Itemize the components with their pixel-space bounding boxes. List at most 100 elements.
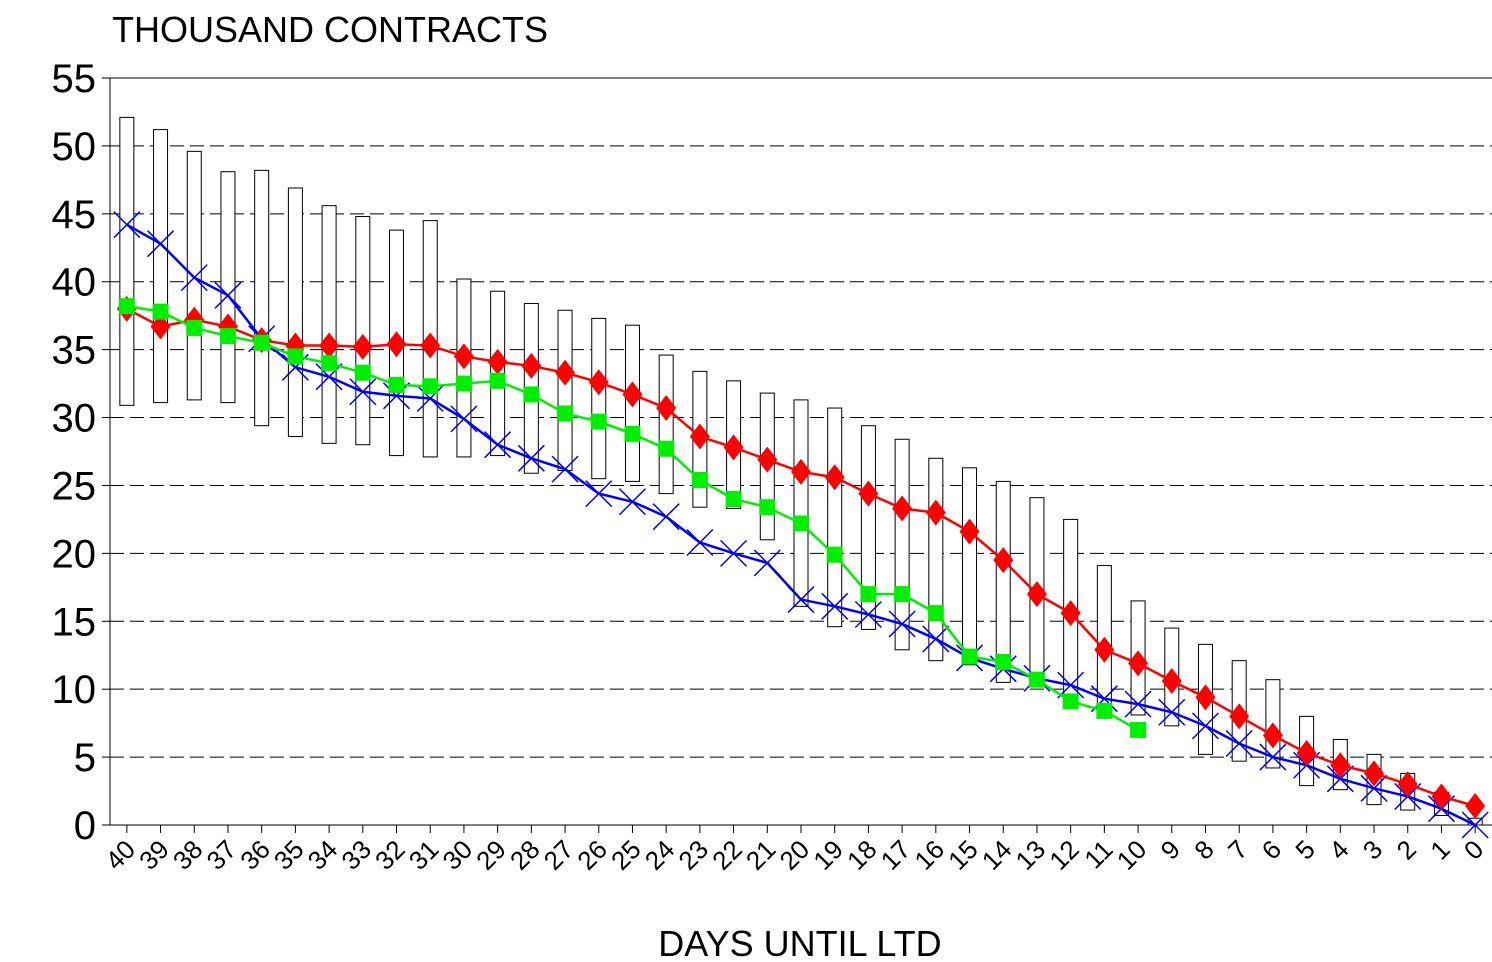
marker — [793, 515, 809, 532]
marker — [588, 369, 609, 396]
marker — [618, 488, 646, 516]
marker — [555, 359, 576, 386]
range-box — [355, 216, 371, 446]
range-box — [119, 116, 135, 406]
marker — [354, 364, 371, 381]
marker — [150, 313, 171, 340]
marker — [1130, 721, 1147, 738]
marker — [489, 372, 506, 389]
y-tick-label: 20 — [52, 532, 97, 576]
marker — [1262, 722, 1283, 749]
y-tick-label: 5 — [74, 736, 96, 780]
marker — [186, 319, 203, 336]
marker — [757, 446, 778, 473]
marker — [686, 528, 714, 557]
marker — [1094, 636, 1115, 663]
marker — [725, 491, 742, 508]
x-axis-label: DAYS UNTIL LTD — [658, 923, 941, 962]
y-tick-label: 35 — [52, 329, 97, 373]
marker — [927, 605, 944, 622]
range-box — [220, 171, 236, 404]
marker — [961, 648, 978, 665]
marker — [551, 455, 579, 483]
range-box — [321, 205, 337, 444]
marker — [455, 375, 472, 392]
marker — [1326, 765, 1354, 793]
marker — [113, 211, 141, 239]
marker — [826, 546, 843, 563]
marker — [995, 654, 1012, 671]
marker — [319, 332, 340, 359]
marker — [487, 348, 508, 375]
range-box — [186, 150, 202, 401]
marker — [723, 434, 744, 461]
marker — [894, 586, 911, 603]
marker — [450, 405, 478, 433]
marker — [1161, 668, 1182, 695]
marker — [422, 378, 439, 395]
marker — [1364, 760, 1385, 787]
range-box — [860, 425, 876, 630]
marker — [1229, 703, 1250, 730]
y-tick-label: 30 — [52, 397, 97, 441]
marker — [1461, 811, 1489, 839]
marker — [147, 230, 175, 258]
x-tick-label: 1 — [1424, 834, 1455, 865]
marker — [1057, 671, 1085, 699]
marker — [1124, 690, 1152, 718]
marker — [1259, 743, 1287, 771]
marker — [1028, 671, 1045, 688]
marker — [1060, 600, 1081, 627]
x-tick-label: 6 — [1256, 834, 1287, 865]
range-box — [591, 317, 607, 480]
marker — [720, 539, 748, 567]
y-tick-label: 50 — [52, 125, 97, 169]
y-tick-label: 10 — [52, 668, 97, 712]
marker — [656, 395, 677, 422]
marker — [860, 586, 877, 603]
marker — [1195, 684, 1216, 711]
range-box — [827, 407, 843, 628]
marker — [658, 440, 675, 457]
marker — [622, 381, 643, 408]
y-tick-label: 45 — [52, 193, 97, 237]
marker — [652, 503, 680, 531]
range-box — [793, 399, 809, 607]
marker — [759, 499, 776, 516]
y-tick-label: 25 — [52, 464, 97, 508]
marker — [824, 464, 845, 491]
marker — [118, 298, 135, 315]
chart-title: THOUSAND CONTRACTS — [112, 9, 548, 50]
y-tick-label: 55 — [52, 57, 97, 101]
marker — [1465, 792, 1486, 819]
x-tick-label: 7 — [1222, 834, 1253, 865]
marker — [854, 600, 882, 629]
range-box — [962, 467, 978, 666]
x-tick-label: 2 — [1391, 834, 1422, 865]
marker — [624, 425, 641, 442]
marker — [922, 625, 950, 653]
marker — [1360, 774, 1388, 802]
marker — [1431, 783, 1452, 810]
marker — [484, 431, 512, 459]
marker — [787, 586, 815, 614]
x-tick-label: 10 — [1111, 834, 1153, 876]
range-box — [254, 169, 270, 427]
marker — [821, 592, 849, 620]
marker — [1026, 581, 1047, 608]
x-tick-label: 4 — [1323, 834, 1354, 865]
marker — [1397, 771, 1418, 798]
marker — [1128, 650, 1149, 677]
marker — [892, 495, 913, 522]
marker — [1158, 698, 1186, 726]
marker — [214, 281, 242, 309]
marker — [1330, 752, 1351, 779]
marker — [416, 385, 444, 413]
marker — [152, 303, 169, 320]
marker — [517, 444, 545, 472]
marker — [791, 458, 811, 485]
marker — [689, 423, 710, 450]
marker — [959, 518, 980, 545]
x-tick-label: 5 — [1289, 834, 1320, 865]
